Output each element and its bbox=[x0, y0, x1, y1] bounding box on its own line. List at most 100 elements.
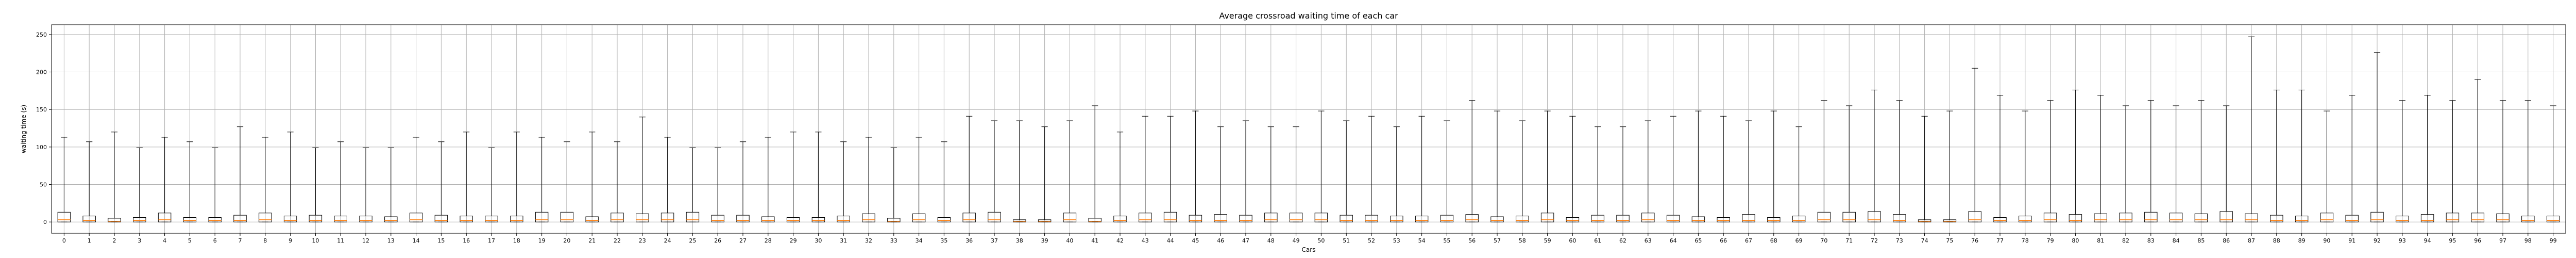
box-44 bbox=[1163, 116, 1177, 222]
iqr-box bbox=[1415, 216, 1429, 222]
x-tick-label: 44 bbox=[1167, 237, 1174, 244]
x-tick-label: 45 bbox=[1192, 237, 1199, 244]
box-70 bbox=[1817, 100, 1831, 222]
x-tick-label: 35 bbox=[940, 237, 947, 244]
x-tick-label: 73 bbox=[1896, 237, 1903, 244]
iqr-box bbox=[1666, 215, 1680, 222]
plot-area bbox=[57, 36, 2560, 222]
x-tick-label: 52 bbox=[1368, 237, 1375, 244]
box-77 bbox=[1993, 95, 2007, 222]
x-tick-label: 31 bbox=[840, 237, 847, 244]
x-tick-label: 76 bbox=[1971, 237, 1978, 244]
box-35 bbox=[937, 141, 951, 222]
box-55 bbox=[1440, 120, 1454, 222]
box-52 bbox=[1365, 116, 1378, 222]
box-98 bbox=[2521, 100, 2535, 222]
iqr-box bbox=[2019, 216, 2032, 222]
x-tick-label: 33 bbox=[890, 237, 897, 244]
iqr-box bbox=[1113, 216, 1127, 222]
iqr-box bbox=[2194, 213, 2208, 222]
iqr-box bbox=[434, 215, 448, 222]
box-34 bbox=[912, 137, 926, 222]
x-tick-label: 38 bbox=[1016, 237, 1023, 244]
y-tick-label: 0 bbox=[43, 219, 47, 225]
box-25 bbox=[686, 147, 700, 222]
box-91 bbox=[2345, 95, 2359, 222]
iqr-box bbox=[1390, 216, 1403, 222]
box-45 bbox=[1189, 110, 1202, 222]
box-23 bbox=[636, 117, 649, 222]
box-86 bbox=[2219, 105, 2233, 222]
y-tick-label: 50 bbox=[40, 182, 47, 188]
iqr-box bbox=[233, 215, 247, 222]
box-57 bbox=[1490, 110, 1504, 222]
iqr-box bbox=[2396, 216, 2409, 222]
x-tick-label: 23 bbox=[639, 237, 646, 244]
iqr-box bbox=[1465, 214, 1479, 222]
box-87 bbox=[2245, 36, 2258, 222]
x-tick-label: 87 bbox=[2248, 237, 2255, 244]
iqr-box bbox=[1792, 216, 1806, 222]
x-tick-label: 24 bbox=[664, 237, 671, 244]
iqr-box bbox=[1289, 213, 1303, 222]
x-tick-label: 55 bbox=[1443, 237, 1450, 244]
iqr-box bbox=[133, 217, 146, 222]
x-tick-label: 5 bbox=[188, 237, 192, 244]
iqr-box bbox=[57, 212, 71, 222]
box-82 bbox=[2119, 105, 2132, 222]
iqr-box bbox=[2245, 213, 2258, 222]
box-5 bbox=[183, 141, 197, 222]
iqr-box bbox=[108, 218, 121, 222]
box-28 bbox=[761, 137, 775, 222]
box-58 bbox=[1516, 120, 1529, 222]
iqr-box bbox=[1717, 217, 1730, 222]
iqr-box bbox=[1893, 214, 1906, 222]
box-40 bbox=[1063, 120, 1077, 222]
iqr-box bbox=[1616, 215, 1630, 222]
box-13 bbox=[384, 147, 398, 222]
iqr-box bbox=[1088, 218, 1101, 222]
iqr-box bbox=[1440, 215, 1454, 222]
iqr-box bbox=[1842, 212, 1856, 222]
iqr-box bbox=[1993, 217, 2007, 222]
x-tick-label: 66 bbox=[1720, 237, 1727, 244]
x-tick-label: 10 bbox=[312, 237, 319, 244]
iqr-box bbox=[736, 215, 750, 222]
box-41 bbox=[1088, 105, 1101, 222]
iqr-box bbox=[1163, 212, 1177, 222]
iqr-box bbox=[2370, 212, 2384, 222]
box-90 bbox=[2320, 110, 2334, 222]
x-tick-label: 74 bbox=[1921, 237, 1928, 244]
iqr-box bbox=[660, 213, 674, 222]
x-tick-label: 29 bbox=[790, 237, 797, 244]
iqr-box bbox=[510, 216, 523, 222]
box-93 bbox=[2396, 100, 2409, 222]
box-14 bbox=[409, 137, 423, 222]
iqr-box bbox=[1968, 211, 1981, 222]
iqr-box bbox=[1691, 216, 1705, 222]
iqr-box bbox=[2119, 213, 2132, 222]
y-axis: 0 50 100 150 200 250 bbox=[36, 31, 52, 225]
x-tick-label: 96 bbox=[2474, 237, 2481, 244]
plot-frame bbox=[51, 24, 2566, 234]
iqr-box bbox=[1490, 216, 1504, 222]
iqr-box bbox=[1214, 214, 1227, 222]
box-51 bbox=[1340, 120, 1353, 222]
x-tick-label: 40 bbox=[1066, 237, 1073, 244]
x-tick-label: 65 bbox=[1694, 237, 1702, 244]
box-0 bbox=[57, 137, 71, 222]
iqr-box bbox=[2320, 213, 2334, 222]
iqr-box bbox=[259, 213, 272, 222]
box-6 bbox=[208, 147, 222, 222]
box-17 bbox=[485, 147, 498, 222]
x-tick-label: 2 bbox=[113, 237, 116, 244]
iqr-box bbox=[636, 213, 649, 222]
iqr-box bbox=[611, 213, 624, 222]
iqr-box bbox=[585, 216, 599, 222]
iqr-box bbox=[2169, 213, 2183, 222]
x-tick-label: 64 bbox=[1670, 237, 1677, 244]
x-tick-label: 20 bbox=[563, 237, 570, 244]
x-tick-label: 47 bbox=[1242, 237, 1249, 244]
box-84 bbox=[2169, 105, 2183, 222]
iqr-box bbox=[1365, 215, 1378, 222]
